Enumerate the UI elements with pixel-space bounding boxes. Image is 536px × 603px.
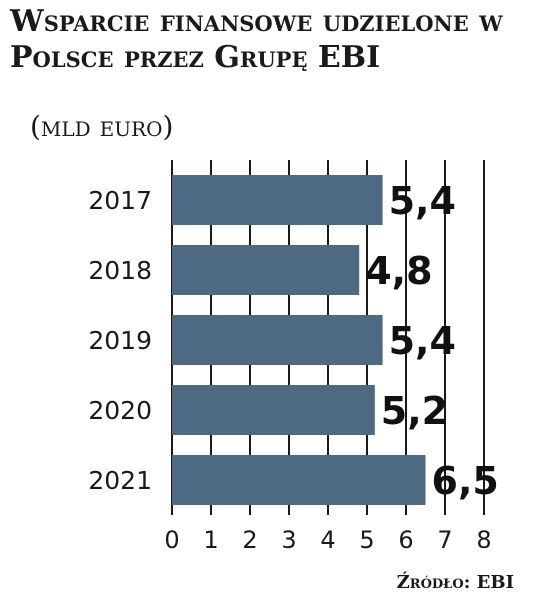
bar bbox=[172, 315, 383, 365]
value-label: 5,4 bbox=[389, 179, 456, 223]
bar bbox=[172, 245, 360, 295]
category-label: 2021 bbox=[88, 466, 152, 495]
x-tick-label: 5 bbox=[359, 526, 374, 554]
chart-title: Wsparcie finansowe udzielone w Polsce pr… bbox=[10, 4, 503, 75]
bar bbox=[172, 175, 383, 225]
value-label: 5,4 bbox=[389, 319, 456, 363]
x-tick-label: 2 bbox=[242, 526, 257, 554]
x-tick-label: 4 bbox=[320, 526, 335, 554]
chart-subtitle: (mld euro) bbox=[30, 110, 174, 143]
category-label: 2018 bbox=[88, 256, 152, 285]
x-tick-label: 7 bbox=[437, 526, 452, 554]
labels: 0 1 2 3 4 5 6 7 8 2017 5,4 2018 4,8 2019 5,4 2020 5,2 202… bbox=[88, 179, 498, 554]
x-tick-label: 1 bbox=[203, 526, 218, 554]
source-note: Źródło: EBI bbox=[396, 572, 514, 593]
value-label: 4,8 bbox=[365, 249, 432, 293]
category-label: 2019 bbox=[88, 326, 152, 355]
x-tick-label: 6 bbox=[398, 526, 413, 554]
bar bbox=[172, 385, 375, 435]
category-label: 2017 bbox=[88, 186, 152, 215]
x-tick-label: 0 bbox=[164, 526, 179, 554]
x-tick-label: 3 bbox=[281, 526, 296, 554]
category-label: 2020 bbox=[88, 396, 152, 425]
bar bbox=[172, 455, 426, 505]
value-label: 6,5 bbox=[432, 459, 499, 503]
x-tick-label: 8 bbox=[476, 526, 491, 554]
bars bbox=[172, 175, 426, 505]
value-label: 5,2 bbox=[381, 389, 448, 433]
